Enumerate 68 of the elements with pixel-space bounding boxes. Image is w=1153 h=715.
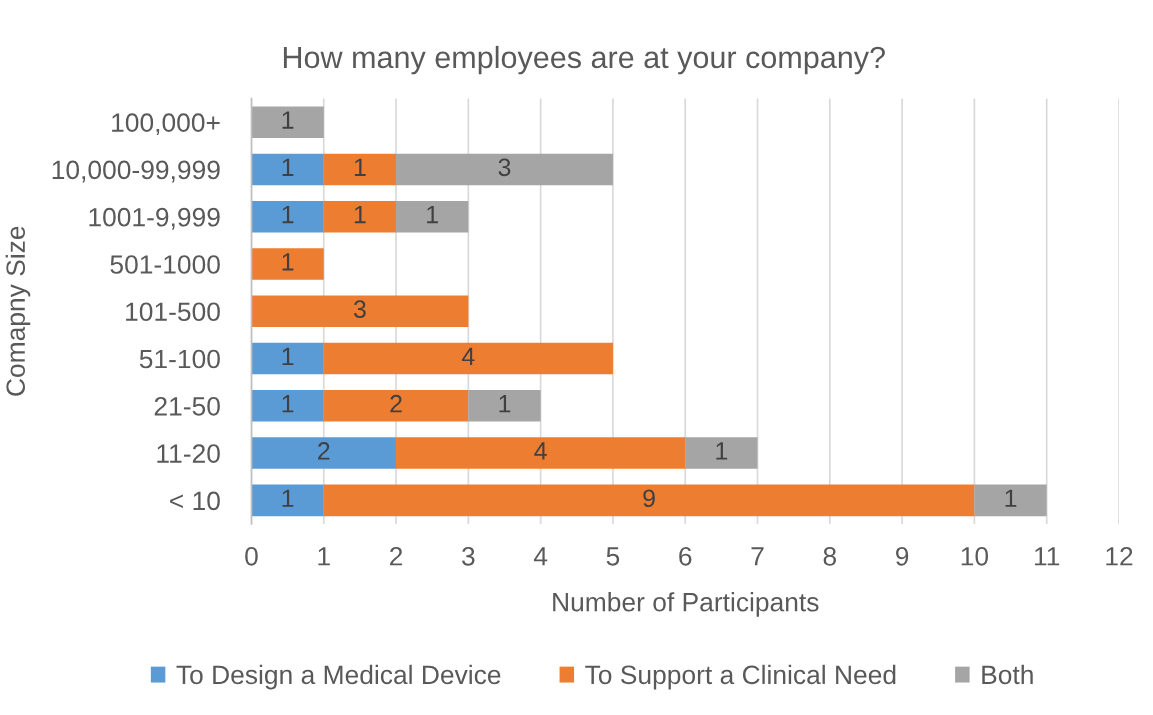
x-tick-label: 4 [533, 547, 548, 566]
y-tick-label: 10,000-99,999 [52, 160, 220, 183]
bar [251, 248, 324, 280]
bar [323, 390, 469, 422]
bar [396, 200, 469, 233]
legend-label: Both [982, 664, 1033, 685]
data-label: 9 [643, 489, 655, 508]
x-tick-label: 1 [318, 547, 330, 566]
x-tick-label: 7 [751, 547, 764, 566]
bar [323, 342, 613, 375]
data-label: 1 [282, 395, 294, 413]
y-axis-title: Comapny Size [5, 226, 31, 396]
chart-title: How many employees are at your company? [283, 45, 885, 75]
data-label: 1 [716, 442, 728, 460]
x-tick-label: 3 [462, 546, 475, 566]
data-label: 1 [282, 347, 294, 366]
data-label: 1 [427, 205, 438, 224]
data-label: 4 [461, 347, 475, 366]
data-label: 1 [282, 253, 294, 271]
data-label: 1 [354, 205, 366, 224]
bar [685, 437, 758, 469]
y-tick-label: 100,000+ [112, 113, 220, 136]
x-tick-label: 6 [679, 546, 692, 566]
bar [323, 484, 975, 517]
x-tick-label: 9 [896, 546, 909, 566]
data-label: 1 [282, 205, 294, 224]
x-tick-label: 11 [1035, 547, 1060, 566]
data-label: 4 [534, 442, 547, 460]
data-label: 2 [318, 442, 330, 460]
data-label: 3 [353, 300, 366, 318]
legend-label: To Support a Clinical Need [585, 664, 896, 690]
bar [468, 390, 541, 422]
data-label: 1 [499, 395, 511, 413]
bar [323, 153, 397, 186]
x-tick-label: 8 [823, 546, 837, 566]
bar [251, 342, 324, 375]
x-axis-title: Number of Participants [553, 592, 819, 617]
bar [251, 153, 324, 186]
bar [251, 437, 397, 469]
x-tick-label: 5 [606, 547, 620, 566]
x-tick-label: 12 [1106, 546, 1133, 566]
bar [251, 484, 324, 517]
data-label: 1 [282, 489, 294, 507]
y-tick-label: 21-50 [154, 396, 220, 416]
x-tick-label: 2 [390, 546, 403, 566]
y-tick-label: < 10 [170, 491, 220, 511]
y-tick-label: 1001-9,999 [89, 207, 220, 230]
bar [396, 153, 613, 186]
y-tick-label: 51-100 [139, 349, 220, 369]
bar [251, 295, 469, 328]
x-tick-label: 10 [961, 546, 989, 566]
data-label: 2 [390, 394, 402, 413]
bar [251, 390, 324, 422]
bar [323, 200, 397, 233]
data-label: 1 [1005, 489, 1017, 507]
bar [251, 200, 324, 233]
y-tick-label: 501-1000 [110, 255, 220, 274]
data-label: 1 [282, 111, 294, 129]
bar [974, 484, 1047, 517]
x-tick-label: 0 [245, 546, 258, 566]
legend-label: To Design a Medical Device [176, 664, 501, 690]
y-tick-label: 101-500 [126, 302, 220, 322]
y-tick-label: 11-20 [157, 444, 220, 463]
data-label: 3 [498, 158, 511, 177]
data-label: 1 [282, 158, 294, 176]
data-label: 1 [354, 158, 366, 176]
bar [251, 106, 324, 138]
bar [396, 437, 686, 469]
